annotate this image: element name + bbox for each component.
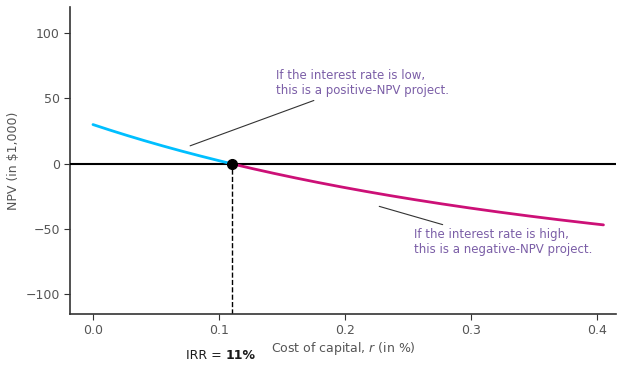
Text: If the interest rate is low,
this is a positive-NPV project.: If the interest rate is low, this is a p… bbox=[190, 69, 449, 146]
Text: If the interest rate is high,
this is a negative-NPV project.: If the interest rate is high, this is a … bbox=[379, 206, 592, 256]
X-axis label: Cost of capital, $r$ (in %): Cost of capital, $r$ (in %) bbox=[271, 340, 416, 357]
Text: IRR =: IRR = bbox=[186, 349, 226, 362]
Y-axis label: NPV (in $1,000): NPV (in $1,000) bbox=[7, 111, 20, 210]
Text: 11%: 11% bbox=[226, 349, 255, 362]
